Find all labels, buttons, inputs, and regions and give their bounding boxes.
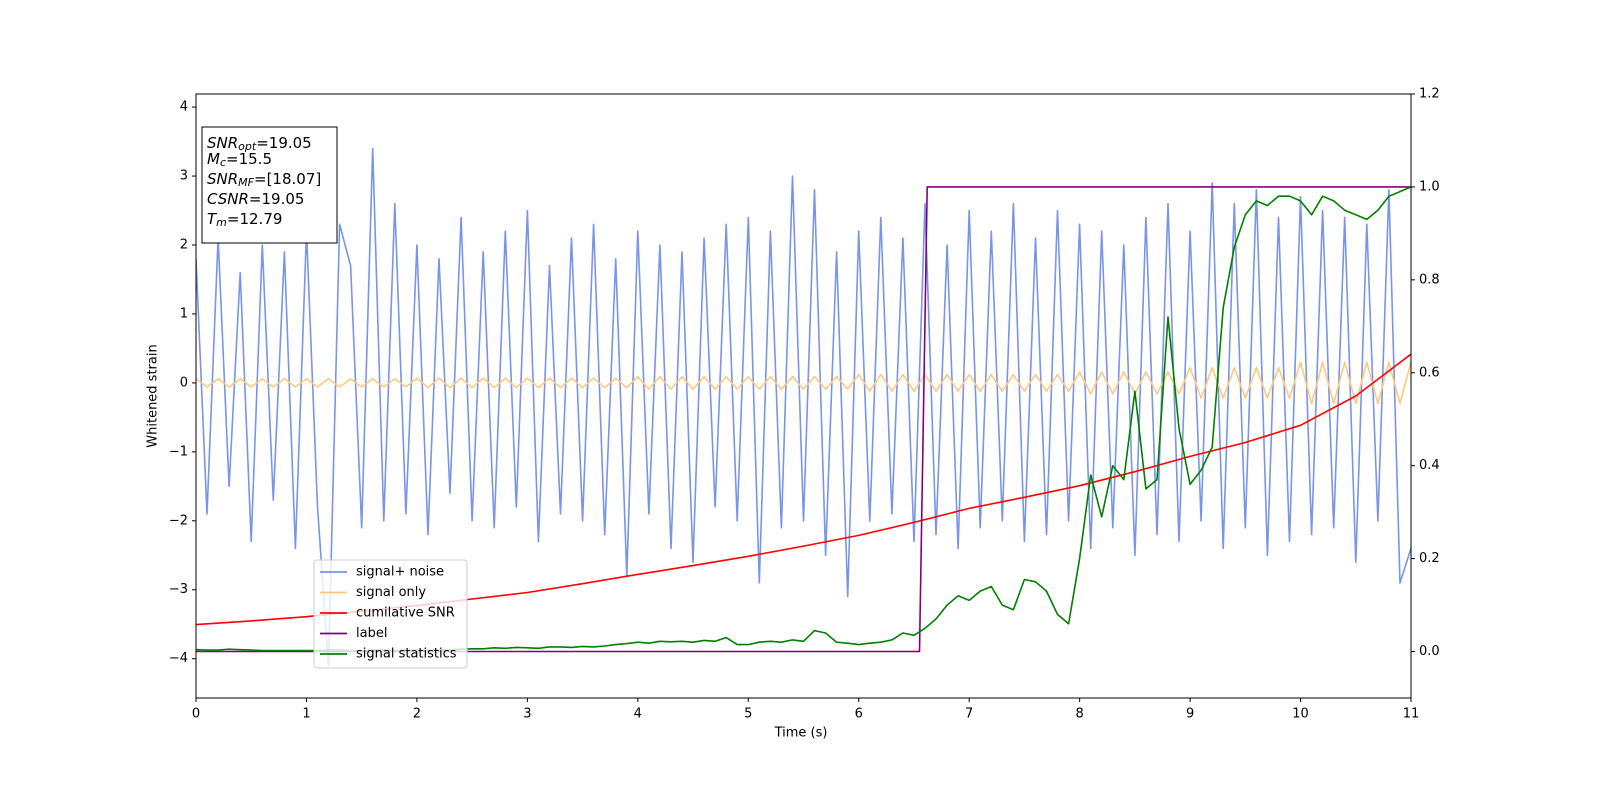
x-tick-label: 9: [1186, 707, 1194, 722]
x-tick-label: 0: [192, 707, 200, 722]
y-tick-label: −4: [169, 651, 188, 666]
annotation-line: Tm=12.79: [207, 210, 282, 230]
legend-label: signal only: [356, 585, 426, 600]
x-tick-label: 6: [855, 707, 863, 722]
legend-label: signal statistics: [356, 647, 457, 662]
y2-tick-label: 1.0: [1419, 179, 1440, 194]
y-tick-label: 0: [180, 375, 188, 390]
annotation-symbol: M: [207, 150, 220, 168]
y-tick-label: 4: [180, 100, 188, 115]
x-axis-label: Time (s): [774, 726, 828, 741]
annotation-subscript: MF: [238, 176, 254, 189]
y2-tick-label: 0.2: [1419, 551, 1440, 566]
y2-tick-label: 0.8: [1419, 272, 1440, 287]
legend-box: [313, 559, 468, 669]
y-tick-label: −3: [169, 582, 188, 597]
y-tick-label: −2: [169, 513, 188, 528]
annotation-line: Mc=15.5: [207, 150, 272, 170]
y2-tick-label: 1.2: [1419, 87, 1440, 102]
annotation-symbol: CSNR: [207, 190, 249, 208]
annotation-subscript: c: [220, 156, 226, 169]
series-line: [196, 361, 1411, 405]
series-line: [196, 147, 1411, 667]
y2-tick-label: 0.4: [1419, 458, 1440, 473]
x-tick-label: 10: [1292, 707, 1309, 722]
x-tick-label: 4: [634, 707, 642, 722]
x-tick-label: 8: [1075, 707, 1083, 722]
annotation-subscript: m: [216, 216, 227, 229]
annotation-line: SNRopt=19.05: [207, 134, 312, 154]
annotation-subscript: opt: [238, 140, 257, 153]
x-tick-label: 7: [965, 707, 973, 722]
annotation-line: CSNR=19.05: [207, 190, 304, 208]
y-tick-label: 2: [180, 238, 188, 253]
x-tick-label: 1: [302, 707, 310, 722]
y2-tick-label: 0.0: [1419, 644, 1440, 659]
x-tick-label: 5: [744, 707, 752, 722]
y2-tick-label: 0.6: [1419, 365, 1440, 380]
y-tick-label: 3: [180, 169, 188, 184]
annotation-value: =19.05: [256, 134, 312, 152]
annotation-value: =12.79: [227, 210, 283, 228]
legend-label: cumilative SNR: [356, 606, 455, 621]
y-axis-label: Whitened strain: [146, 344, 161, 447]
annotation-symbol: SNR: [207, 134, 238, 152]
annotation-box: [201, 126, 338, 244]
y-tick-label: −1: [169, 444, 188, 459]
annotation-symbol: SNR: [207, 170, 238, 188]
series-line: [196, 186, 1411, 653]
annotation-symbol: T: [207, 210, 218, 228]
annotation-value: =15.5: [226, 150, 272, 168]
x-tick-label: 11: [1403, 707, 1420, 722]
legend-label: signal+ noise: [356, 565, 444, 580]
annotation-value: =[18.07]: [254, 170, 321, 188]
x-tick-label: 2: [413, 707, 421, 722]
plot-frame: [195, 93, 1412, 699]
annotation-value: =19.05: [249, 190, 305, 208]
y-tick-label: 1: [180, 306, 188, 321]
legend-label: label: [356, 626, 387, 641]
annotation-line: SNRMF=[18.07]: [207, 170, 321, 190]
x-tick-label: 3: [523, 707, 531, 722]
